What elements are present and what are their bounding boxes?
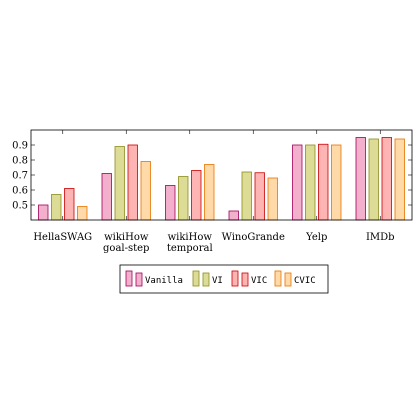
x-tick-label-line: temporal — [167, 243, 213, 254]
legend-frame — [119, 264, 329, 294]
bar-cvic-3 — [267, 177, 278, 221]
bar-vi-5 — [368, 138, 379, 221]
bar-vic-5 — [381, 137, 392, 221]
bar-vi-2 — [178, 176, 189, 221]
x-tick-label: Yelp — [305, 232, 327, 243]
legend-swatch-small-vanilla — [135, 272, 143, 287]
x-tick-label: wikiHow goal-step — [103, 232, 149, 254]
bar-vic-2 — [191, 170, 202, 221]
legend-swatch-small-vic — [241, 272, 249, 287]
x-tick-label: wikiHow temporal — [167, 232, 213, 254]
legend-swatch-vic — [231, 270, 239, 287]
legend-swatch-vanilla — [125, 270, 133, 287]
y-axis: 0.5 0.6 0.7 0.8 0.9 — [12, 141, 412, 212]
bar-vi-3 — [241, 171, 252, 221]
bar-vic-4 — [318, 143, 329, 221]
bar-cvic-1 — [140, 161, 151, 221]
y-tick-label: 0.9 — [12, 141, 28, 152]
y-tick-label: 0.7 — [12, 171, 28, 182]
bar-vanilla-0 — [38, 204, 49, 221]
x-tick-label-line: goal-step — [103, 243, 149, 254]
bar-vanilla-2 — [165, 185, 176, 221]
bar-cvic-5 — [394, 138, 405, 221]
bar-vanilla-3 — [228, 210, 239, 221]
bar-vi-0 — [51, 194, 62, 221]
bar-vic-1 — [127, 144, 138, 221]
x-tick-label-line: wikiHow — [168, 232, 213, 243]
bar-cvic-4 — [331, 144, 342, 221]
bar-vanilla-1 — [101, 173, 112, 221]
x-tick-label-line: Yelp — [305, 232, 327, 243]
x-tick-label-line: WinoGrande — [222, 232, 285, 243]
bar-cvic-0 — [77, 206, 88, 221]
legend: Vanilla VI VIC CVIC — [119, 264, 329, 294]
legend-swatch-small-cvic — [284, 272, 292, 287]
y-tick-label: 0.5 — [12, 201, 28, 212]
x-tick-label-line: IMDb — [366, 232, 395, 243]
bars — [38, 137, 405, 221]
y-tick-label: 0.6 — [12, 186, 28, 197]
legend-label-vic: VIC — [251, 276, 267, 286]
x-tick-label-line: HellaSWAG — [33, 232, 92, 243]
x-tick-label: IMDb — [366, 232, 395, 243]
legend-label-vanilla: Vanilla — [145, 276, 183, 286]
y-tick-label: 0.8 — [12, 156, 28, 167]
bar-vanilla-5 — [355, 137, 366, 221]
bar-vi-4 — [305, 144, 316, 221]
bar-vanilla-4 — [292, 144, 303, 221]
bar-cvic-2 — [204, 164, 215, 221]
plot-area-frame — [30, 129, 413, 221]
x-tick-label: WinoGrande — [222, 232, 285, 243]
x-tick-label-line: wikiHow — [104, 232, 149, 243]
legend-swatch-cvic — [274, 270, 282, 287]
bar-vi-1 — [114, 146, 125, 221]
legend-label-cvic: CVIC — [294, 276, 316, 286]
bar-vic-3 — [254, 172, 265, 221]
legend-swatch-vi — [192, 270, 200, 287]
legend-label-vi: VI — [212, 276, 223, 286]
legend-swatch-small-vi — [202, 272, 210, 287]
bar-vic-0 — [64, 188, 75, 221]
x-tick-label: HellaSWAG — [33, 232, 92, 243]
